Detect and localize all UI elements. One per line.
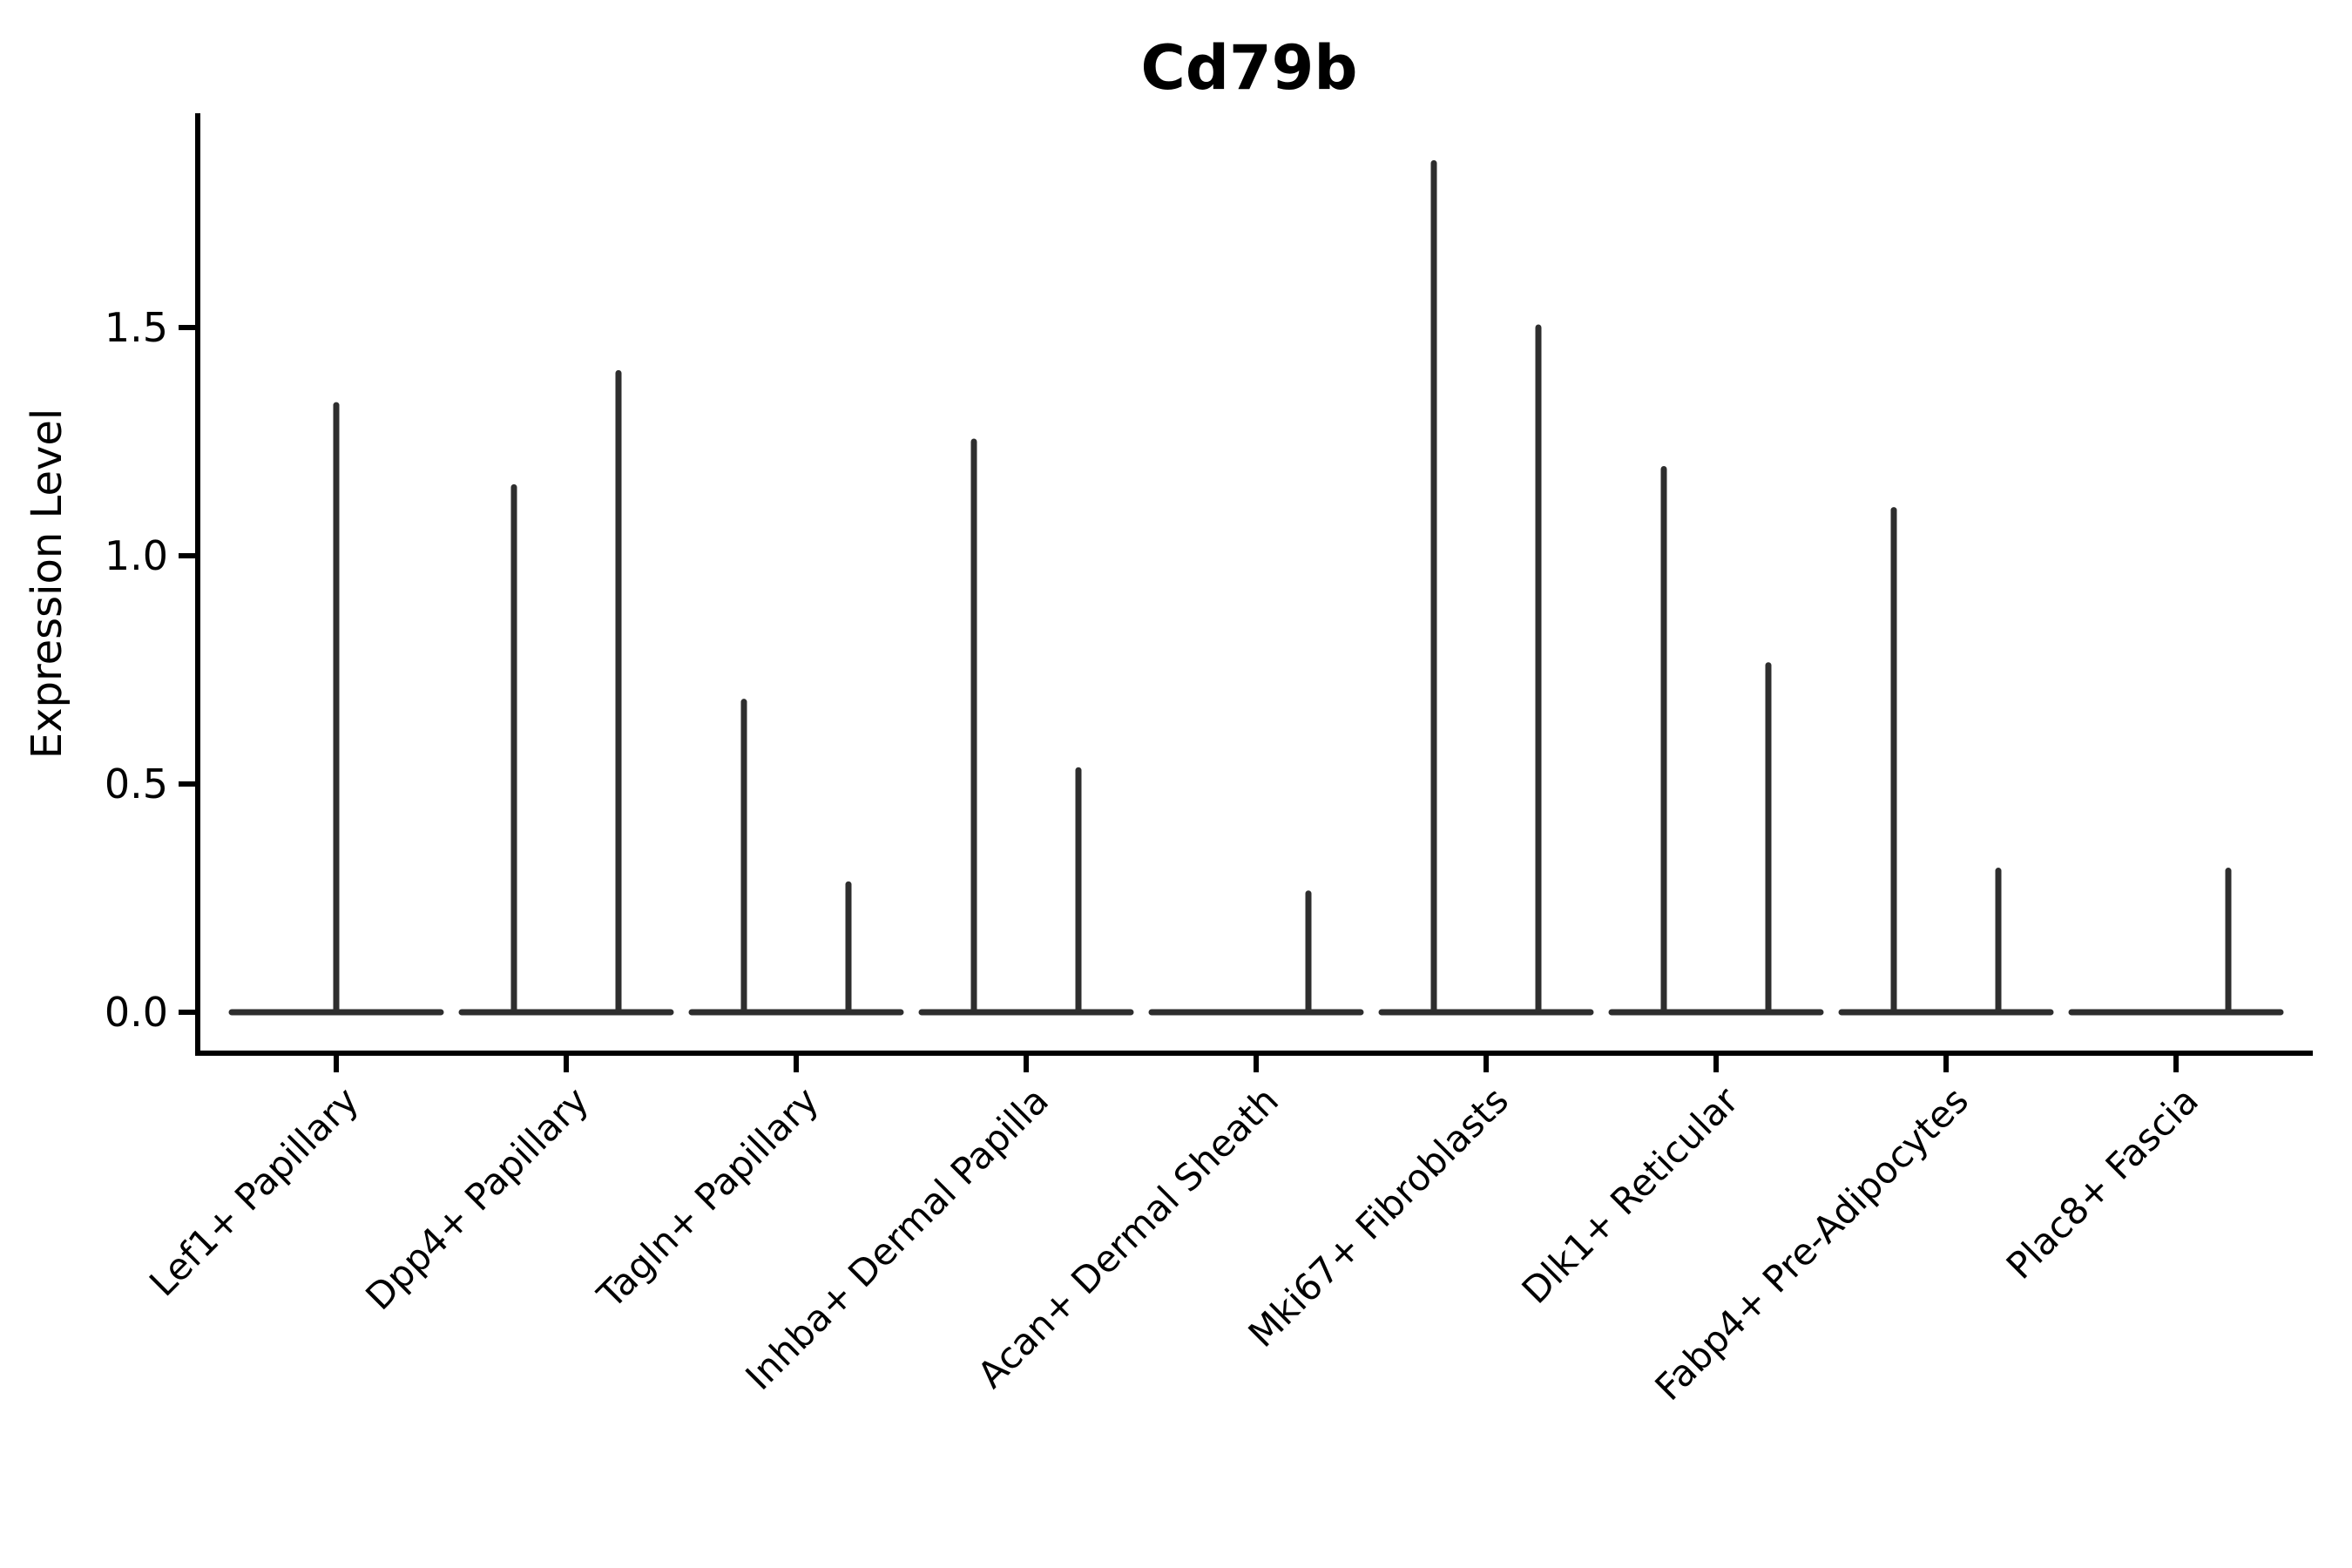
x-tick-label: Lef1+ Papillary — [141, 1078, 367, 1304]
y-tick-label: 1.0 — [105, 532, 168, 579]
x-tick-label: Plac8+ Fascia — [1998, 1078, 2207, 1287]
y-axis-label: Expression Level — [23, 409, 71, 760]
y-tick-label: 0.0 — [105, 989, 168, 1036]
x-tick-label: Dlk1+ Reticular — [1514, 1078, 1747, 1312]
x-tick-label: Tagln+ Papillary — [589, 1078, 827, 1316]
x-tick-label: Dpp4+ Papillary — [357, 1078, 597, 1318]
x-tick-label: Mki67+ Fibroblasts — [1240, 1078, 1517, 1355]
y-tick-label: 1.5 — [105, 304, 168, 351]
y-tick-label: 0.5 — [105, 760, 168, 808]
chart-title: Cd79b — [1141, 32, 1358, 104]
